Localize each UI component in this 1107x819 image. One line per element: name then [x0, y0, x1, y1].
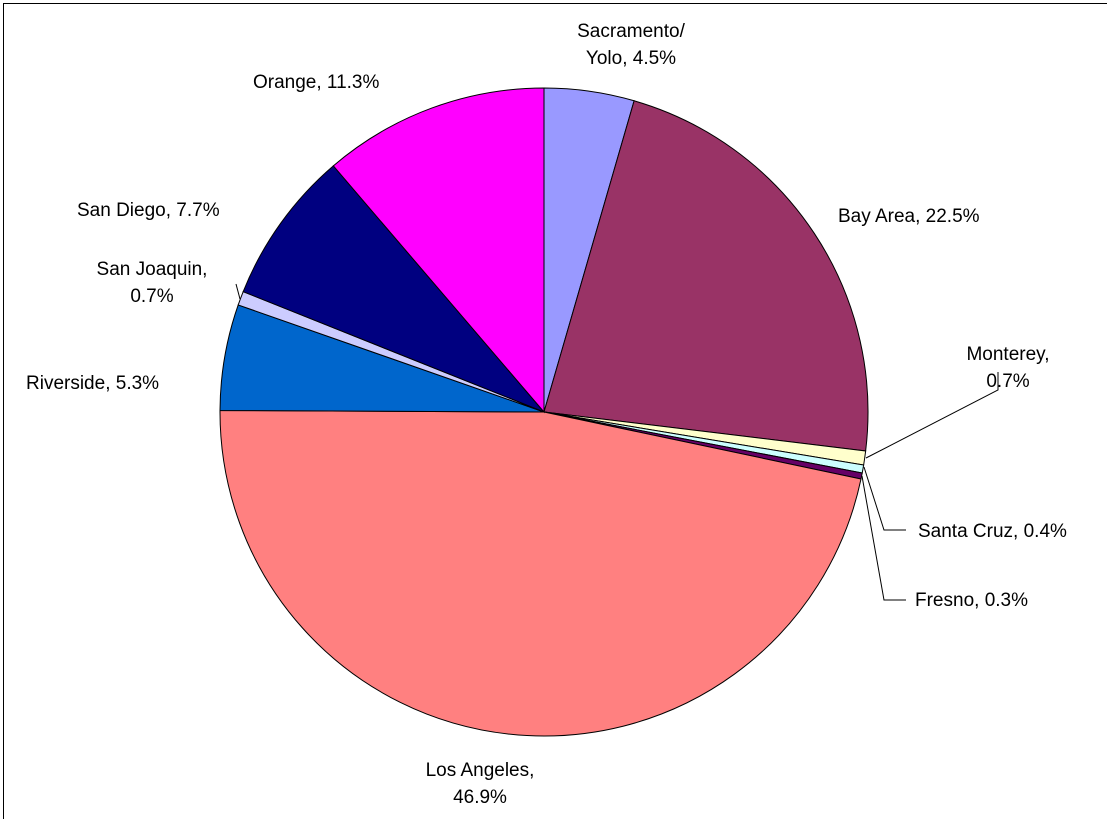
data-label: Santa Cruz, 0.4%: [918, 521, 1067, 542]
leader-line: [865, 372, 999, 459]
data-label: Bay Area, 22.5%: [838, 206, 980, 227]
pie-slice: [332, 87, 545, 414]
data-label: Orange, 11.3%: [253, 72, 380, 93]
data-label: Sacramento/ Yolo, 4.5%: [577, 21, 685, 69]
leader-line: [863, 466, 906, 531]
data-label: Los Angeles, 46.9%: [425, 760, 535, 808]
data-label: Fresno, 0.3%: [915, 590, 1028, 611]
pie-slice: [219, 409, 862, 737]
data-label: San Diego, 7.7%: [77, 200, 220, 221]
pie-slice: [242, 165, 545, 413]
data-label: Riverside, 5.3%: [26, 373, 160, 394]
data-label: Monterey, 0.7%: [966, 344, 1050, 392]
pie: [219, 87, 869, 737]
leader-line: [235, 283, 241, 300]
frame: [3, 3, 1107, 819]
pie-slice: [543, 100, 869, 452]
leader-line: [861, 475, 906, 601]
data-label: San Joaquin, 0.7%: [96, 259, 208, 307]
